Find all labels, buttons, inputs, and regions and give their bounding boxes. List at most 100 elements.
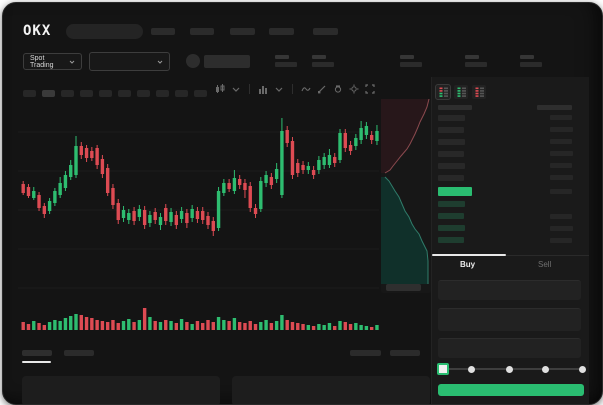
timeframe-button[interactable] (80, 90, 93, 97)
volume-bar (90, 318, 94, 330)
candle-body (63, 175, 68, 188)
volume-bar (127, 319, 131, 330)
chevron-down-icon[interactable] (230, 83, 242, 95)
nav-item-placeholder[interactable] (151, 28, 175, 35)
candle-body (153, 212, 157, 220)
toolbar-divider (292, 84, 293, 94)
volume-bar (69, 316, 73, 330)
candle-body (58, 183, 62, 195)
bottom-tab-orders[interactable] (22, 350, 52, 356)
candle-body (359, 128, 363, 140)
volume-bar (142, 308, 147, 330)
candle-body (301, 165, 305, 170)
nav-item-placeholder[interactable] (269, 28, 294, 35)
timeframe-button[interactable] (194, 90, 207, 97)
orders-panel (22, 376, 220, 404)
bottom-link-1[interactable] (350, 350, 381, 356)
nav-item-placeholder[interactable] (313, 28, 338, 35)
tab-buy[interactable]: Buy (460, 260, 476, 269)
slider-stop[interactable] (506, 366, 513, 373)
volume-bar (190, 324, 194, 330)
settings-icon[interactable] (348, 83, 360, 95)
volume-bar (116, 323, 120, 330)
volume-bar (348, 324, 353, 330)
candle-body (227, 183, 231, 189)
ask-price-placeholder (438, 127, 464, 133)
volume-bar (274, 321, 279, 330)
last-price-badge (438, 187, 472, 196)
book-bids-icon[interactable] (454, 85, 468, 99)
bottom-tab-history[interactable] (64, 350, 94, 356)
book-asks-icon[interactable] (472, 85, 486, 99)
volume-bar (211, 322, 215, 330)
candle-body (280, 131, 284, 195)
fullscreen-icon[interactable] (364, 83, 376, 95)
volume-bar (21, 322, 25, 330)
bottom-link-2[interactable] (390, 350, 420, 356)
volume-bar (185, 322, 189, 330)
market-type-label: Spot Trading (30, 54, 54, 69)
line-tool-icon[interactable] (300, 83, 312, 95)
candle-body (169, 212, 173, 222)
candle-body (121, 210, 126, 218)
asks-depth-area (381, 99, 429, 173)
volume-bar (354, 323, 358, 330)
ticker-stat (520, 55, 542, 67)
timeframe-button[interactable] (118, 90, 131, 97)
price-chart[interactable] (18, 99, 379, 295)
amount-field[interactable] (438, 308, 581, 331)
market-type-selector[interactable]: Spot Trading (23, 53, 82, 70)
slider-stop[interactable] (579, 366, 586, 373)
brush-icon[interactable] (316, 83, 328, 95)
timeframe-button[interactable] (156, 90, 169, 97)
slider-stop[interactable] (542, 366, 549, 373)
stat-label-placeholder (465, 55, 479, 59)
orderbook-col-header (537, 105, 572, 110)
buy-submit-button[interactable] (438, 384, 584, 396)
volume-bar (375, 325, 379, 330)
timeframe-button[interactable] (23, 90, 36, 97)
ticker-stat (465, 55, 487, 67)
timeframe-button[interactable] (42, 90, 55, 97)
nav-item-placeholder[interactable] (230, 28, 255, 35)
chevron-down-icon[interactable] (273, 83, 285, 95)
volume-bar (232, 318, 237, 330)
search-input[interactable] (66, 24, 143, 39)
slider-stop[interactable] (468, 366, 475, 373)
bids-depth-line (384, 176, 429, 284)
volume-bar (327, 323, 332, 330)
volume-bar (359, 325, 363, 330)
candle-body (42, 206, 47, 214)
candle-body (269, 177, 274, 185)
price-field[interactable] (438, 280, 581, 300)
tab-sell[interactable]: Sell (538, 260, 552, 269)
slider-handle[interactable] (437, 363, 449, 375)
total-field[interactable] (438, 338, 581, 358)
volume-bar (322, 325, 326, 330)
timeframe-button[interactable] (175, 90, 188, 97)
ticker-stat (275, 55, 297, 67)
timeframe-button[interactable] (61, 90, 74, 97)
volume-bar (58, 321, 62, 330)
volume-bar (105, 322, 110, 330)
timeframe-button[interactable] (99, 90, 112, 97)
camera-icon[interactable] (332, 83, 344, 95)
candle-body (211, 221, 215, 231)
pair-selector[interactable] (89, 52, 170, 71)
volume-bar (222, 320, 226, 330)
orderbook-col-header (438, 105, 472, 110)
ask-price-placeholder (438, 115, 465, 121)
volume-bar (311, 326, 316, 330)
timeframe-button[interactable] (137, 90, 150, 97)
volume-bar (153, 321, 157, 330)
ask-size-placeholder (550, 127, 573, 132)
candle-style-icon[interactable] (214, 83, 226, 95)
candle-body (69, 165, 73, 177)
nav-item-placeholder[interactable] (190, 28, 214, 35)
orderbook-mode-switch (435, 84, 490, 100)
indicators-icon[interactable] (257, 83, 269, 95)
chevron-down-icon (157, 59, 163, 65)
volume-bar (317, 324, 321, 330)
book-both-icon[interactable] (435, 84, 451, 100)
candle-body (174, 215, 179, 225)
